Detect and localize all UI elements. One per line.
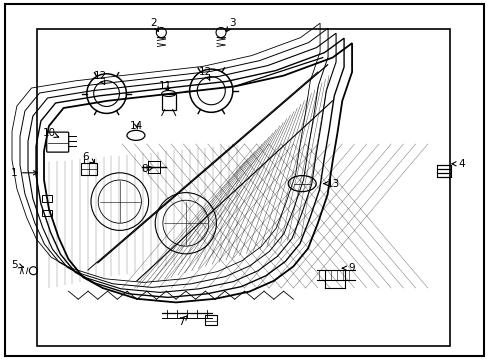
- Text: 12: 12: [93, 71, 107, 85]
- Bar: [436, 174, 450, 177]
- Text: 5: 5: [11, 260, 23, 270]
- Text: 3: 3: [226, 18, 235, 32]
- Text: 2: 2: [150, 18, 158, 32]
- Text: 7: 7: [177, 316, 187, 327]
- Bar: [162, 94, 175, 109]
- Bar: [41, 195, 52, 202]
- Text: 4: 4: [451, 159, 465, 169]
- Bar: [41, 210, 52, 216]
- Bar: [204, 315, 216, 325]
- Text: 9: 9: [342, 263, 355, 273]
- Text: 10: 10: [42, 128, 59, 138]
- Text: 12: 12: [198, 67, 212, 80]
- Text: 11: 11: [158, 81, 172, 91]
- Text: 8: 8: [141, 164, 153, 174]
- Bar: [436, 166, 450, 169]
- Text: 14: 14: [130, 121, 143, 131]
- Bar: [436, 170, 450, 173]
- Text: 1: 1: [10, 168, 38, 178]
- Bar: [37, 29, 449, 346]
- Text: 13: 13: [323, 179, 340, 189]
- Text: 6: 6: [82, 152, 94, 163]
